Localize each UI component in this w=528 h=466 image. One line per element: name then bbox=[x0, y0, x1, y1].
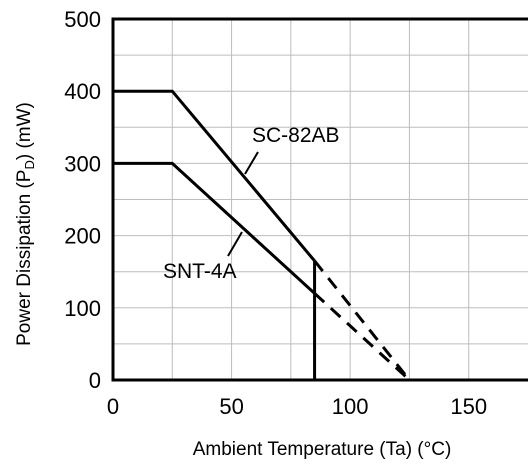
y-axis-title-prefix: Power Dissipation (P bbox=[14, 170, 35, 346]
series-lines bbox=[113, 89, 411, 382]
y-tick-0: 0 bbox=[89, 368, 101, 393]
series-label-snt-4a: SNT-4A bbox=[163, 260, 237, 283]
plot-frame bbox=[111, 17, 528, 382]
series-leader-snt-4a bbox=[227, 231, 243, 257]
x-tick-0: 0 bbox=[107, 394, 119, 419]
x-tick-50: 50 bbox=[219, 394, 243, 419]
series-line-dashed-snt-4a bbox=[313, 292, 411, 382]
y-tick-labels: 0 100 200 300 400 500 bbox=[64, 7, 101, 393]
x-tick-labels: 0 50 100 150 bbox=[107, 394, 487, 419]
y-tick-500: 500 bbox=[64, 7, 101, 32]
y-axis-title: Power Dissipation (PD) (mW) bbox=[14, 102, 37, 346]
series-labels: SC-82AB SNT-4A bbox=[163, 124, 340, 283]
series-line-snt-4a bbox=[113, 161, 316, 295]
y-tick-200: 200 bbox=[64, 224, 101, 249]
series-line-sc-82ab bbox=[113, 89, 316, 262]
grid-lines bbox=[113, 19, 528, 380]
x-tick-150: 150 bbox=[450, 394, 487, 419]
y-tick-300: 300 bbox=[64, 151, 101, 176]
y-axis-title-suffix: ) (mW) bbox=[14, 102, 35, 160]
series-line-dashed-sc-82ab bbox=[313, 259, 411, 381]
y-tick-100: 100 bbox=[64, 296, 101, 321]
series-leader-sc-82ab bbox=[244, 151, 259, 175]
x-tick-100: 100 bbox=[332, 394, 369, 419]
y-axis-title-subscript: D bbox=[22, 160, 37, 169]
series-label-sc-82ab: SC-82AB bbox=[252, 124, 340, 147]
y-tick-400: 400 bbox=[64, 79, 101, 104]
x-axis-title: Ambient Temperature (Ta) (°C) bbox=[193, 439, 452, 460]
